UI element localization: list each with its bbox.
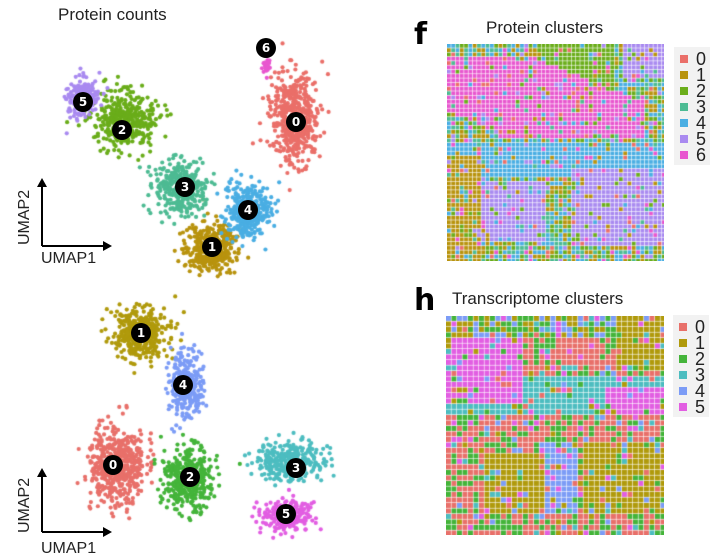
cluster-label-2: 2 [180,467,200,487]
legend-label: 4 [695,381,706,401]
legend-label: 3 [695,365,706,385]
legend-label: 5 [695,397,706,417]
cluster-label-4: 4 [173,375,193,395]
legend-swatch-icon [679,403,687,411]
cluster-label-1: 1 [131,323,151,343]
cluster-label-5: 5 [276,504,296,524]
legend-item-5: 5 [679,397,706,417]
legend-label: 2 [695,349,706,369]
legend-swatch-icon [679,339,687,347]
panel-letter-h: h [414,283,436,318]
transcriptome-umap-ylabel: UMAP2 [16,477,33,533]
legend-label: 0 [695,317,706,337]
transcriptome-umap-axis-arrows-icon [37,468,112,537]
transcriptome-spatial-title: Transcriptome clusters [452,289,624,308]
legend-swatch-icon [679,371,687,379]
legend-label: 1 [695,333,706,353]
legend-swatch-icon [679,387,687,395]
legend-swatch-icon [679,355,687,363]
legend-item-0: 0 [679,317,706,337]
legend-swatch-icon [679,323,687,331]
legend-item-2: 2 [679,349,706,369]
legend-item-3: 3 [679,365,706,385]
transcriptome-spatial-map [446,316,664,535]
cluster-label-0: 0 [103,455,123,475]
legend-item-1: 1 [679,333,706,353]
transcriptome-umap-xlabel: UMAP1 [41,540,97,557]
cluster-label-3: 3 [286,458,306,478]
legend-item-4: 4 [679,381,706,401]
